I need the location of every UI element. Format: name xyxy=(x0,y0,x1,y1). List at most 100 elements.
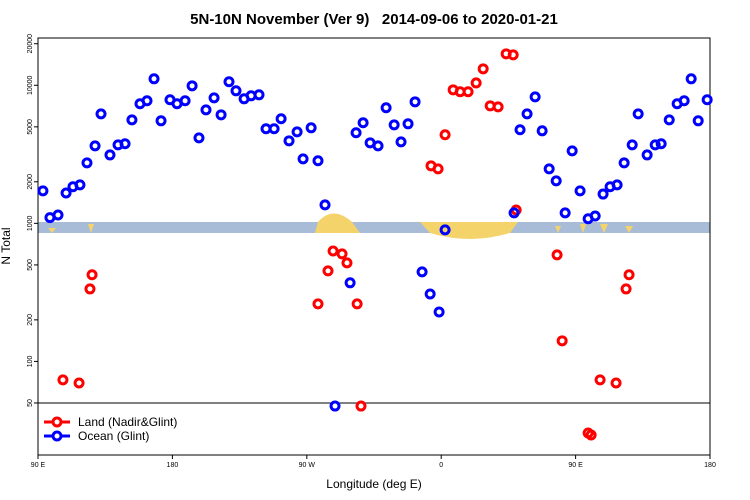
data-point xyxy=(322,265,334,277)
legend-label: Ocean (Glint) xyxy=(78,429,149,443)
data-point xyxy=(508,207,520,219)
data-point xyxy=(357,117,369,129)
data-point xyxy=(351,298,363,310)
data-point xyxy=(186,80,198,92)
data-point xyxy=(141,95,153,107)
data-point xyxy=(424,288,436,300)
x-tick-label: 90 E xyxy=(31,462,46,469)
x-tick-label: 0 xyxy=(439,462,443,469)
data-point xyxy=(230,85,242,97)
data-point xyxy=(433,306,445,318)
data-point xyxy=(678,95,690,107)
map-strip xyxy=(38,213,710,239)
data-point xyxy=(215,109,227,121)
data-point xyxy=(543,163,555,175)
y-tick-label: 100 xyxy=(27,355,34,367)
data-point xyxy=(556,335,568,347)
data-point xyxy=(336,248,348,260)
data-point xyxy=(551,249,563,261)
data-point xyxy=(355,400,367,412)
data-point xyxy=(514,124,526,136)
data-point xyxy=(57,374,69,386)
data-point xyxy=(86,269,98,281)
data-point xyxy=(312,155,324,167)
data-point xyxy=(341,257,353,269)
data-point xyxy=(462,86,474,98)
data-point xyxy=(597,188,609,200)
data-point xyxy=(594,374,606,386)
data-point xyxy=(84,283,96,295)
chart-title: 5N-10N November (Ver 9) 2014-09-06 to 20… xyxy=(190,11,558,28)
data-point xyxy=(268,123,280,135)
data-point xyxy=(74,179,86,191)
plot-frame xyxy=(37,37,711,456)
data-point xyxy=(626,139,638,151)
data-point xyxy=(701,94,713,106)
y-tick-label: 1000 xyxy=(27,215,34,231)
x-tick-label: 90 E xyxy=(568,462,583,469)
data-point xyxy=(148,73,160,85)
data-point xyxy=(632,108,644,120)
y-tick-label: 2000 xyxy=(27,174,34,190)
data-point xyxy=(380,102,392,114)
data-point xyxy=(477,63,489,75)
data-point xyxy=(618,157,630,169)
legend-label: Land (Nadir&Glint) xyxy=(78,415,177,429)
data-point xyxy=(193,132,205,144)
data-point xyxy=(536,125,548,137)
data-point xyxy=(550,175,562,187)
data-point xyxy=(395,136,407,148)
data-point xyxy=(329,400,341,412)
data-point xyxy=(574,185,586,197)
data-point xyxy=(620,283,632,295)
data-point xyxy=(470,77,482,89)
plot-area xyxy=(37,48,713,441)
y-tick-label: 50 xyxy=(27,399,34,407)
data-point xyxy=(119,138,131,150)
data-point xyxy=(200,104,212,116)
data-point xyxy=(692,115,704,127)
data-point xyxy=(297,153,309,165)
data-point xyxy=(104,149,116,161)
y-tick-label: 500 xyxy=(27,259,34,271)
y-tick-label: 20000 xyxy=(27,34,34,54)
data-point xyxy=(350,127,362,139)
y-axis-label: N Total xyxy=(0,227,13,264)
data-point xyxy=(611,179,623,191)
data-point xyxy=(409,96,421,108)
y-tick-label: 200 xyxy=(27,314,34,326)
data-point xyxy=(521,108,533,120)
data-point xyxy=(312,298,324,310)
data-point xyxy=(60,187,72,199)
legend: Land (Nadir&Glint)Ocean (Glint) xyxy=(44,415,177,443)
data-point xyxy=(319,199,331,211)
data-point xyxy=(610,377,622,389)
data-point xyxy=(291,126,303,138)
data-point xyxy=(81,157,93,169)
data-point xyxy=(223,76,235,88)
data-point xyxy=(208,92,220,104)
data-point xyxy=(37,185,49,197)
x-tick-label: 90 W xyxy=(299,462,316,469)
data-point xyxy=(327,245,339,257)
data-point xyxy=(89,140,101,152)
data-point xyxy=(344,277,356,289)
data-point xyxy=(439,224,451,236)
data-point xyxy=(649,139,661,151)
data-point xyxy=(432,163,444,175)
x-axis-label: Longitude (deg E) xyxy=(326,477,421,491)
x-tick-label: 180 xyxy=(167,462,179,469)
y-tick-label: 5000 xyxy=(27,119,34,135)
data-point xyxy=(73,377,85,389)
data-point xyxy=(305,122,317,134)
data-point xyxy=(663,114,675,126)
data-point xyxy=(155,115,167,127)
data-point xyxy=(641,149,653,161)
data-point xyxy=(655,138,667,150)
data-point xyxy=(685,73,697,85)
data-point xyxy=(439,129,451,141)
data-point xyxy=(559,207,571,219)
data-point xyxy=(507,49,519,61)
data-point xyxy=(95,108,107,120)
data-point xyxy=(126,114,138,126)
